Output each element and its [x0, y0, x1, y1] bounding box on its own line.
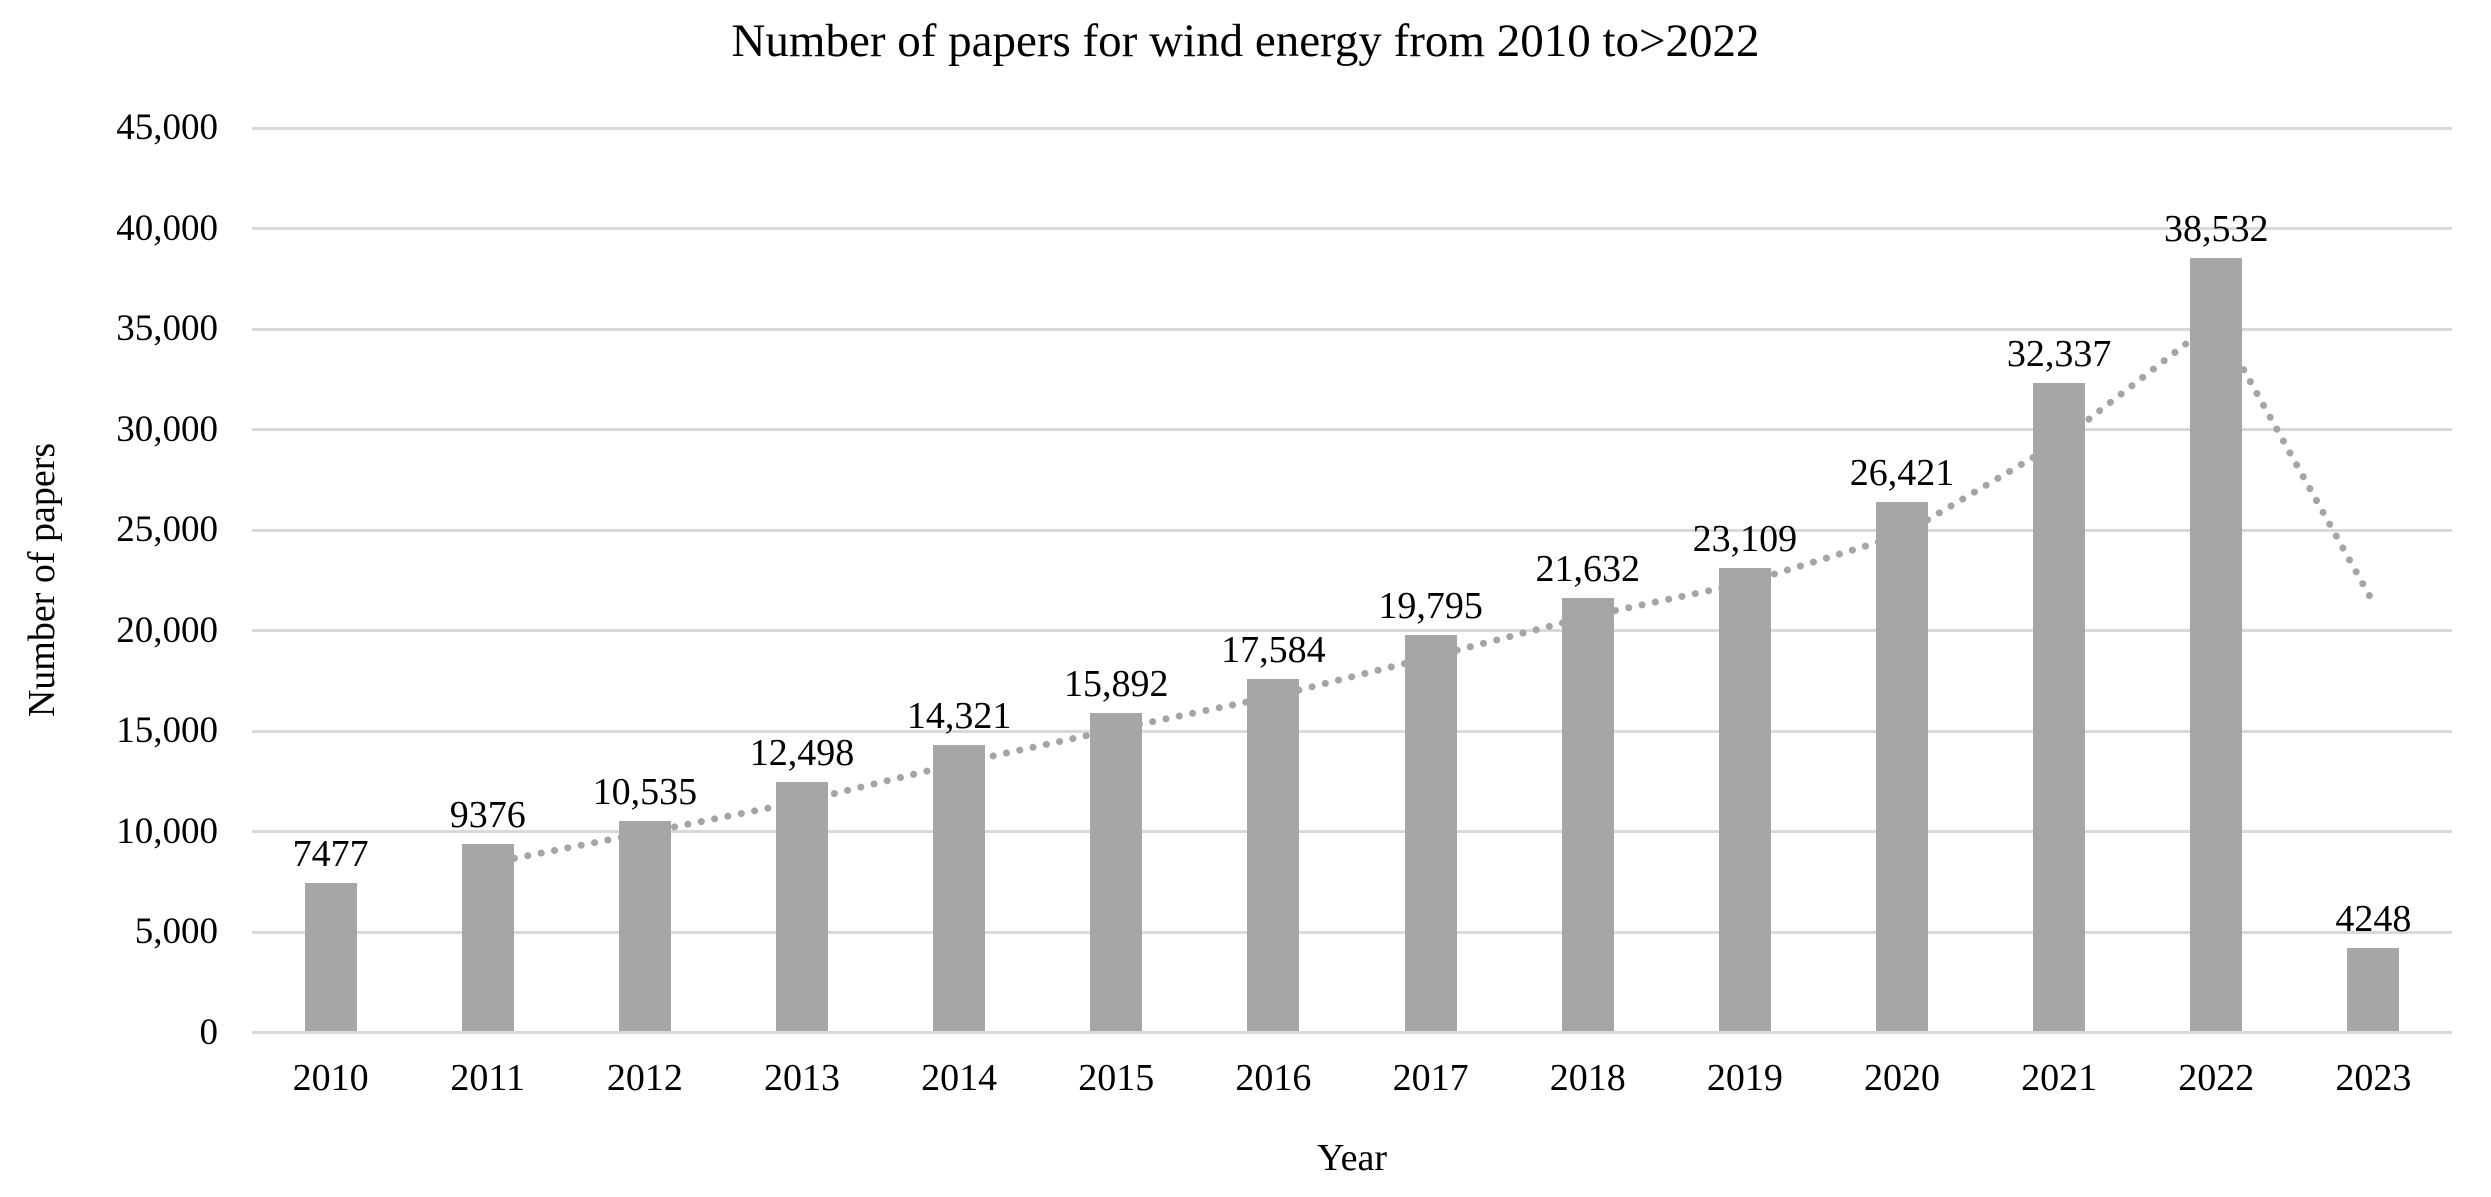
- bar-2020: [1876, 501, 1928, 1033]
- xtick-2013: 2013: [764, 1057, 840, 1099]
- bar-value-label-2020: 26,421: [1849, 451, 1955, 494]
- xtick-2015: 2015: [1078, 1057, 1155, 1099]
- bar-value-label-2011: 9376: [449, 794, 526, 837]
- gridline-15000: [252, 729, 2452, 733]
- xtick-2022: 2022: [2178, 1057, 2255, 1099]
- chart-title: Number of papers for wind energy from 20…: [731, 15, 1760, 67]
- gridline-40000: [252, 227, 2452, 231]
- ytick-35000: 35,000: [116, 308, 218, 350]
- bar-value-label-2019: 23,109: [1692, 518, 1798, 561]
- x-axis-title: Year: [1316, 1137, 1388, 1179]
- xtick-2023: 2023: [2335, 1057, 2412, 1099]
- bar-value-label-2014: 14,321: [906, 695, 1012, 737]
- bar-value-label-2013: 12,498: [749, 731, 855, 774]
- gridline-35000: [252, 327, 2452, 331]
- x-axis-line: [252, 1031, 2452, 1034]
- bar-2014: [933, 745, 986, 1033]
- xtick-2016: 2016: [1235, 1057, 1312, 1099]
- bar-2018: [1561, 597, 1614, 1033]
- gridline-10000: [252, 830, 2452, 834]
- ytick-40000: 40,000: [116, 207, 218, 249]
- bar-value-label-2021: 32,337: [2006, 332, 2112, 375]
- xtick-2021: 2021: [2021, 1057, 2098, 1099]
- gridline-20000: [252, 629, 2452, 633]
- bar-2012: [618, 821, 671, 1033]
- bar-2016: [1247, 679, 1300, 1033]
- bar-2019: [1718, 568, 1771, 1033]
- xtick-2020: 2020: [1864, 1057, 1940, 1099]
- gridline-45000: [252, 126, 2452, 130]
- plot-area: 7477 9376 10,535 12,498 14,321 15,892 17,584 19…: [252, 126, 2452, 1034]
- bar-value-label-2023: 4248: [2335, 897, 2412, 940]
- bars-layer: 7477 9376 10,535 12,498 14,321 15,892 17,584 19…: [252, 128, 2452, 1033]
- bar-value-label-2016: 17,584: [1221, 629, 1326, 672]
- bar-value-label-2017: 19,795: [1378, 584, 1483, 627]
- xtick-2012: 2012: [606, 1057, 683, 1099]
- bar-2013: [776, 781, 828, 1033]
- bar-2015: [1090, 713, 1143, 1033]
- bar-2022: [2190, 258, 2243, 1033]
- gridline-25000: [252, 528, 2452, 532]
- ytick-20000: 20,000: [116, 609, 218, 651]
- bar-2023: [2347, 947, 2400, 1033]
- bar-2021: [2033, 382, 2086, 1033]
- bar-value-label-2015: 15,892: [1064, 663, 1169, 706]
- x-axis-tick-labels: 2010 2011 2012 2013 2014 2015 2016 2017 2018 2019…: [252, 1056, 2452, 1106]
- ytick-25000: 25,000: [116, 509, 218, 551]
- ytick-5000: 5,000: [134, 911, 218, 953]
- ytick-15000: 15,000: [116, 710, 218, 752]
- xtick-2019: 2019: [1706, 1057, 1783, 1099]
- ytick-0: 0: [199, 1012, 219, 1053]
- ytick-30000: 30,000: [116, 408, 218, 450]
- bar-2010: [304, 882, 357, 1033]
- xtick-2011: 2011: [450, 1057, 525, 1099]
- y-axis-tick-labels: 0 5,000 10,000 15,000 20,000 25,000 30,000 35,0…: [0, 108, 218, 1053]
- bar-value-label-2022: 38,532: [2164, 208, 2269, 251]
- xtick-2018: 2018: [1549, 1057, 1626, 1099]
- gridline-5000: [252, 930, 2452, 934]
- xtick-2017: 2017: [1392, 1057, 1469, 1099]
- bar-2011: [461, 844, 514, 1033]
- xtick-2010: 2010: [292, 1057, 369, 1099]
- bar-value-label-2018: 21,632: [1535, 547, 1640, 590]
- gridline-30000: [252, 428, 2452, 432]
- ytick-45000: 45,000: [116, 107, 218, 148]
- bar-value-label-2012: 10,535: [592, 771, 698, 814]
- bar-2017: [1404, 634, 1457, 1033]
- xtick-2014: 2014: [921, 1057, 998, 1099]
- ytick-10000: 10,000: [116, 810, 218, 852]
- bar-value-label-2010: 7477: [292, 832, 369, 875]
